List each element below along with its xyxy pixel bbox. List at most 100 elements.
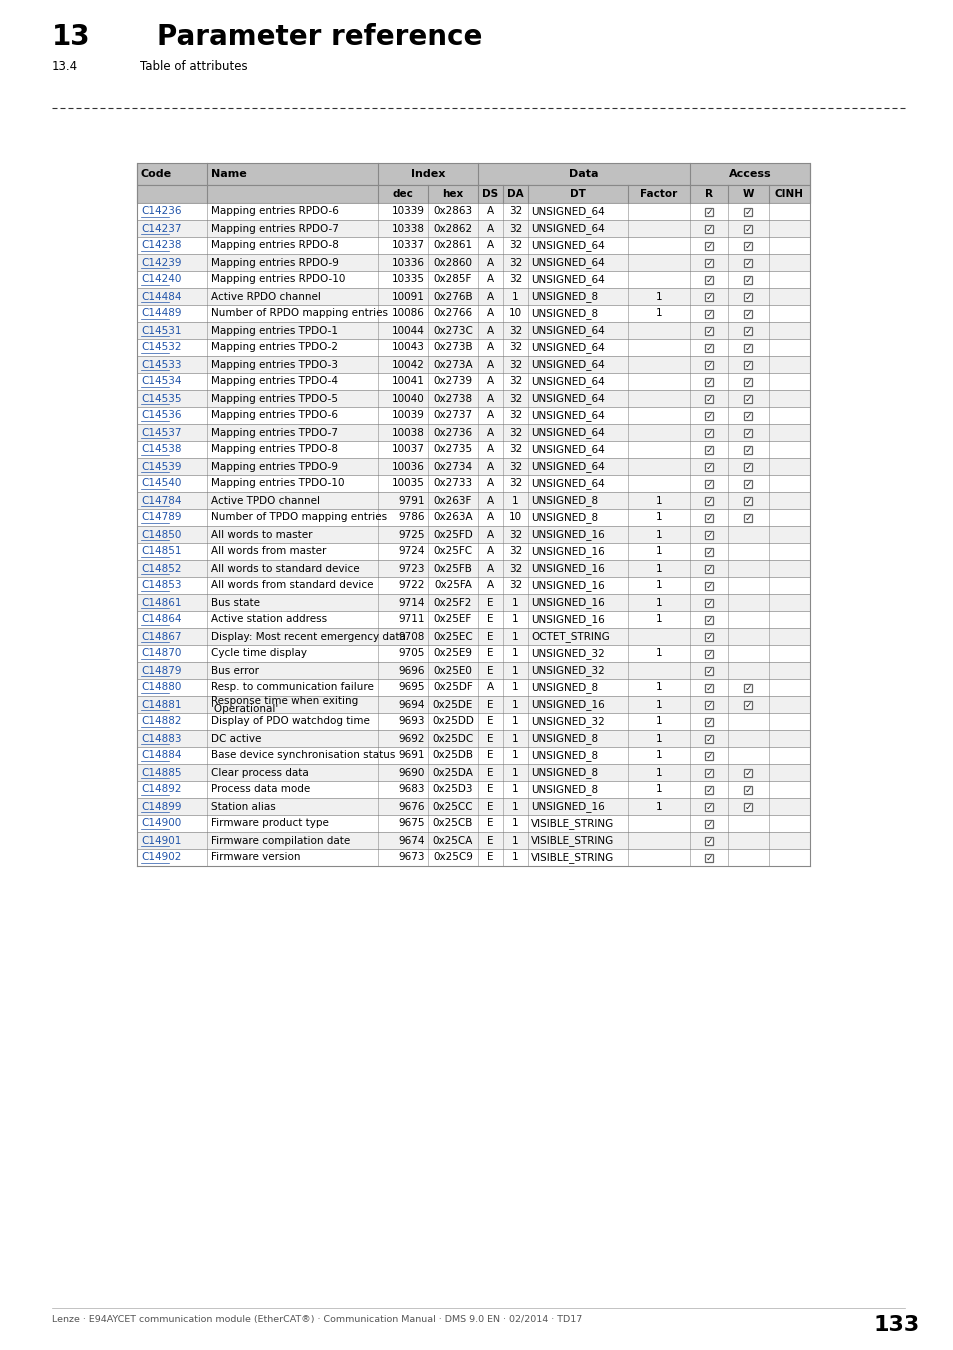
Text: ✓: ✓ (704, 853, 712, 863)
Text: Firmware compilation date: Firmware compilation date (211, 836, 350, 845)
Text: 9674: 9674 (398, 836, 424, 845)
Bar (704, 208, 712, 216)
Text: ✓: ✓ (744, 802, 752, 811)
Text: 1: 1 (655, 614, 661, 625)
Bar (743, 497, 752, 505)
Text: 0x276B: 0x276B (433, 292, 473, 301)
Text: 0x2737: 0x2737 (433, 410, 472, 420)
Text: E: E (487, 784, 494, 795)
Text: 0x25EC: 0x25EC (433, 632, 473, 641)
Text: 1: 1 (512, 648, 518, 659)
Text: E: E (487, 666, 494, 675)
Text: C14879: C14879 (141, 666, 181, 675)
Text: 32: 32 (508, 462, 521, 471)
Bar (743, 258, 752, 266)
Text: Base device synchronisation status: Base device synchronisation status (211, 751, 395, 760)
Text: 1: 1 (512, 699, 518, 710)
Text: 10336: 10336 (392, 258, 424, 267)
Text: 1: 1 (655, 717, 661, 726)
Text: ✓: ✓ (704, 412, 712, 420)
Text: E: E (487, 836, 494, 845)
Text: R: R (704, 189, 712, 198)
Text: 1: 1 (512, 614, 518, 625)
Bar (704, 582, 712, 590)
Text: DS: DS (482, 189, 498, 198)
Text: A: A (486, 495, 494, 505)
Text: 0x263A: 0x263A (433, 513, 473, 522)
Text: 1: 1 (655, 751, 661, 760)
Text: E: E (487, 768, 494, 778)
Text: UNSIGNED_8: UNSIGNED_8 (531, 308, 598, 319)
Text: VISIBLE_STRING: VISIBLE_STRING (531, 836, 614, 846)
Text: UNSIGNED_64: UNSIGNED_64 (531, 256, 604, 267)
Text: UNSIGNED_64: UNSIGNED_64 (531, 393, 604, 404)
Text: ✓: ✓ (704, 275, 712, 285)
Bar (137, 679, 809, 697)
Text: UNSIGNED_32: UNSIGNED_32 (531, 648, 604, 659)
Text: ✓: ✓ (744, 701, 752, 710)
Text: 10037: 10037 (392, 444, 424, 455)
Text: ✓: ✓ (704, 768, 712, 778)
Text: 0x2733: 0x2733 (433, 478, 472, 489)
Bar (137, 323, 809, 339)
Text: E: E (487, 717, 494, 726)
Text: Bus state: Bus state (211, 598, 260, 608)
Text: UNSIGNED_16: UNSIGNED_16 (531, 597, 604, 608)
Text: 0x2736: 0x2736 (433, 428, 472, 437)
Text: C14864: C14864 (141, 614, 181, 625)
Text: ✓: ✓ (704, 649, 712, 659)
Bar (137, 764, 809, 782)
Text: C14892: C14892 (141, 784, 181, 795)
Text: A: A (486, 377, 494, 386)
Bar (704, 258, 712, 266)
Text: ✓: ✓ (744, 208, 752, 216)
Text: C14861: C14861 (141, 598, 181, 608)
Text: A: A (486, 547, 494, 556)
Bar (743, 208, 752, 216)
Text: C14901: C14901 (141, 836, 181, 845)
Text: A: A (486, 683, 494, 693)
Text: E: E (487, 852, 494, 863)
Text: Mapping entries RPDO-9: Mapping entries RPDO-9 (211, 258, 338, 267)
Bar (137, 238, 809, 254)
Text: 1: 1 (655, 598, 661, 608)
Text: 0x25E0: 0x25E0 (433, 666, 472, 675)
Text: ✓: ✓ (704, 616, 712, 625)
Text: Mapping entries RPDO-6: Mapping entries RPDO-6 (211, 207, 338, 216)
Text: UNSIGNED_64: UNSIGNED_64 (531, 325, 604, 336)
Bar (704, 717, 712, 725)
Text: Number of RPDO mapping entries: Number of RPDO mapping entries (211, 309, 388, 319)
Text: ✓: ✓ (744, 394, 752, 404)
Bar (137, 491, 809, 509)
Text: ✓: ✓ (744, 683, 752, 693)
Text: Firmware product type: Firmware product type (211, 818, 329, 829)
Bar (704, 224, 712, 232)
Text: C14784: C14784 (141, 495, 181, 505)
Text: 1: 1 (512, 768, 518, 778)
Bar (137, 543, 809, 560)
Text: ✓: ✓ (704, 428, 712, 437)
Text: C14539: C14539 (141, 462, 181, 471)
Text: C14534: C14534 (141, 377, 181, 386)
Text: C14881: C14881 (141, 699, 181, 710)
Bar (137, 441, 809, 458)
Bar (743, 378, 752, 386)
Text: 1: 1 (655, 733, 661, 744)
Text: ✓: ✓ (744, 242, 752, 251)
Text: 13.4: 13.4 (52, 59, 78, 73)
Bar (704, 701, 712, 709)
Text: 0x25FC: 0x25FC (433, 547, 472, 556)
Text: C14900: C14900 (141, 818, 181, 829)
Text: Bus error: Bus error (211, 666, 258, 675)
Text: 0x25DA: 0x25DA (432, 768, 473, 778)
Text: 9786: 9786 (398, 513, 424, 522)
Bar (743, 683, 752, 691)
Text: All words from master: All words from master (211, 547, 326, 556)
Text: C14237: C14237 (141, 224, 181, 234)
Text: E: E (487, 733, 494, 744)
Text: 0x25CA: 0x25CA (433, 836, 473, 845)
Text: 9691: 9691 (398, 751, 424, 760)
Bar (704, 598, 712, 606)
Text: 1: 1 (512, 717, 518, 726)
Text: DA: DA (507, 189, 523, 198)
